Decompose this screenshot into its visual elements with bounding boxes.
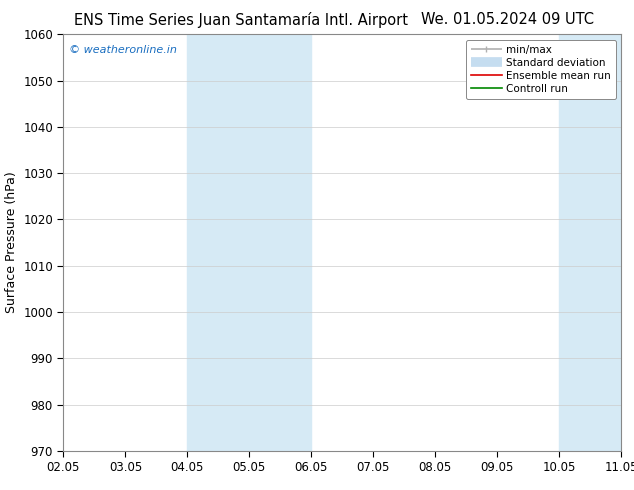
Text: ENS Time Series Juan Santamaría Intl. Airport: ENS Time Series Juan Santamaría Intl. Ai… [74,12,408,28]
Bar [559,34,634,451]
Text: © weatheronline.in: © weatheronline.in [69,45,177,55]
Bar [188,34,311,451]
Text: We. 01.05.2024 09 UTC: We. 01.05.2024 09 UTC [421,12,593,27]
Legend: min/max, Standard deviation, Ensemble mean run, Controll run: min/max, Standard deviation, Ensemble me… [465,40,616,99]
Y-axis label: Surface Pressure (hPa): Surface Pressure (hPa) [4,172,18,314]
